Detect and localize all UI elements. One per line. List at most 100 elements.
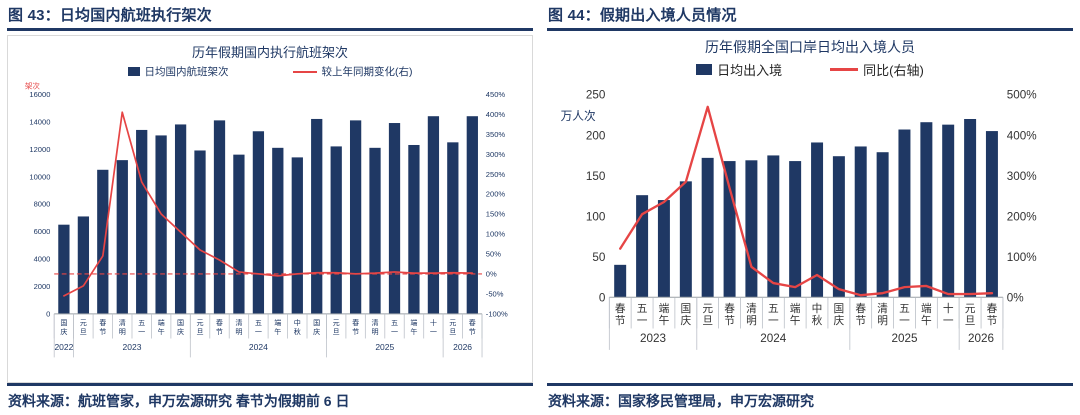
axis-unit-label: 架次 xyxy=(25,81,41,91)
svg-text:明: 明 xyxy=(746,315,757,327)
svg-text:春: 春 xyxy=(469,318,476,327)
svg-text:一: 一 xyxy=(391,328,398,336)
flights-chart-svg: 0 2000 4000 6000 8000 10000 12000 14000 16000 -10… xyxy=(25,81,508,358)
year-axis-labels: 2023 2024 2025 2026 xyxy=(608,297,1004,350)
svg-text:旦: 旦 xyxy=(333,328,340,336)
svg-text:14000: 14000 xyxy=(29,117,50,126)
svg-text:元: 元 xyxy=(196,319,203,327)
svg-text:端: 端 xyxy=(921,302,932,315)
y-axis-left-ticks: 0 50 100 150 200 250 xyxy=(586,89,606,305)
figure-44-source: 资料来源：国家移民管理局，申万宏源研究 xyxy=(547,383,1073,415)
svg-text:国: 国 xyxy=(680,303,691,315)
svg-text:一: 一 xyxy=(637,315,648,327)
panel-border-crossings: 图 44：假期出入境人员情况 历年假期全国口岸日均出入境人员 日均出入境 同比(… xyxy=(540,0,1080,415)
svg-text:2025: 2025 xyxy=(891,332,918,345)
svg-text:五: 五 xyxy=(255,319,262,327)
svg-text:庆: 庆 xyxy=(177,327,184,336)
svg-text:0: 0 xyxy=(46,309,50,318)
svg-text:旦: 旦 xyxy=(965,315,976,327)
bar-series-swatch xyxy=(127,67,140,76)
svg-text:元: 元 xyxy=(449,319,456,327)
svg-text:0%: 0% xyxy=(486,270,497,279)
svg-text:350%: 350% xyxy=(486,130,506,139)
crossings-chart-svg: 0501001502002500%100%200%300%400%500%春节五… xyxy=(561,89,1037,350)
svg-text:端: 端 xyxy=(659,302,670,315)
svg-text:250: 250 xyxy=(586,89,606,102)
svg-text:午: 午 xyxy=(410,327,417,336)
line-series xyxy=(63,111,474,297)
svg-text:一: 一 xyxy=(899,315,910,327)
svg-text:2023: 2023 xyxy=(123,342,142,352)
figure-43-source: 资料来源：航班管家，申万宏源研究 春节为假期前 6 日 xyxy=(7,383,533,415)
svg-text:100%: 100% xyxy=(1007,251,1037,264)
svg-text:国: 国 xyxy=(177,319,184,327)
svg-text:100: 100 xyxy=(586,210,606,223)
flights-chart-legend: 日均国内航班架次 较上年同期变化(右) xyxy=(127,64,413,79)
svg-text:2024: 2024 xyxy=(760,332,787,345)
svg-text:春: 春 xyxy=(99,318,106,327)
svg-text:4000: 4000 xyxy=(34,255,51,264)
svg-text:元: 元 xyxy=(333,319,340,327)
svg-text:500%: 500% xyxy=(1007,89,1037,102)
svg-text:明: 明 xyxy=(877,315,888,327)
legend-label-crossings-line: 同比(右轴) xyxy=(863,63,924,78)
svg-text:150%: 150% xyxy=(486,210,506,219)
svg-text:400%: 400% xyxy=(486,110,506,119)
svg-text:0: 0 xyxy=(599,291,606,304)
crossings-chart-legend: 日均出入境 同比(右轴) xyxy=(696,60,924,79)
svg-text:五: 五 xyxy=(637,303,648,315)
svg-text:2023: 2023 xyxy=(640,332,666,345)
bar-series xyxy=(614,118,998,298)
svg-text:清: 清 xyxy=(119,318,126,327)
legend-item-flights-bars: 日均国内航班架次 xyxy=(127,64,229,79)
svg-text:元: 元 xyxy=(702,303,713,315)
svg-text:清: 清 xyxy=(235,318,242,327)
legend-label-flights-line: 较上年同期变化(右) xyxy=(321,66,413,78)
svg-text:五: 五 xyxy=(138,319,145,327)
flights-chart-title: 历年假期国内执行航班架次 xyxy=(191,45,348,60)
svg-text:300%: 300% xyxy=(1007,170,1037,183)
svg-text:一: 一 xyxy=(768,315,779,327)
svg-text:6000: 6000 xyxy=(34,227,51,236)
svg-text:200%: 200% xyxy=(486,190,506,199)
svg-text:2026: 2026 xyxy=(968,332,994,345)
svg-text:端: 端 xyxy=(158,318,165,327)
svg-text:一: 一 xyxy=(255,328,262,336)
svg-text:午: 午 xyxy=(921,314,932,327)
svg-text:端: 端 xyxy=(274,318,281,327)
svg-text:国: 国 xyxy=(60,319,67,327)
svg-text:午: 午 xyxy=(659,314,670,327)
svg-text:150: 150 xyxy=(586,170,606,183)
svg-text:2024: 2024 xyxy=(249,342,268,352)
svg-text:节: 节 xyxy=(469,328,476,336)
svg-text:一: 一 xyxy=(138,328,145,336)
legend-item-flights-line: 较上年同期变化(右) xyxy=(292,64,413,79)
svg-text:国: 国 xyxy=(313,319,320,327)
crossings-chart-region: 历年假期全国口岸日均出入境人员 日均出入境 同比(右轴) 0 50 100 150 20… xyxy=(547,31,1073,383)
svg-text:春: 春 xyxy=(615,303,626,315)
line-series-swatch xyxy=(292,70,317,73)
svg-text:2026: 2026 xyxy=(453,342,472,352)
svg-text:旦: 旦 xyxy=(80,328,87,336)
svg-text:春: 春 xyxy=(987,303,998,315)
svg-text:明: 明 xyxy=(372,328,379,336)
svg-text:午: 午 xyxy=(158,327,165,336)
svg-text:旦: 旦 xyxy=(702,315,713,327)
svg-text:10000: 10000 xyxy=(29,172,50,181)
svg-text:秋: 秋 xyxy=(294,327,301,336)
svg-text:节: 节 xyxy=(615,315,626,327)
svg-text:十: 十 xyxy=(943,302,954,315)
svg-text:春: 春 xyxy=(352,318,359,327)
svg-text:450%: 450% xyxy=(486,90,506,99)
legend-label-crossings-bars: 日均出入境 xyxy=(717,63,783,78)
panel-domestic-flights: 图 43：日均国内航班执行架次 历年假期国内执行航班架次 日均国内航班架次 较上… xyxy=(7,7,533,415)
legend-item-crossings-bars: 日均出入境 xyxy=(696,60,782,79)
legend-item-crossings-line: 同比(右轴) xyxy=(830,60,924,79)
svg-text:五: 五 xyxy=(391,319,398,327)
svg-text:架次: 架次 xyxy=(25,81,41,91)
svg-text:春: 春 xyxy=(216,318,223,327)
line-series xyxy=(619,105,994,297)
y-axis-right-ticks: 0% 100% 200% 300% 400% 500% xyxy=(1007,89,1037,305)
svg-text:春: 春 xyxy=(855,303,866,315)
